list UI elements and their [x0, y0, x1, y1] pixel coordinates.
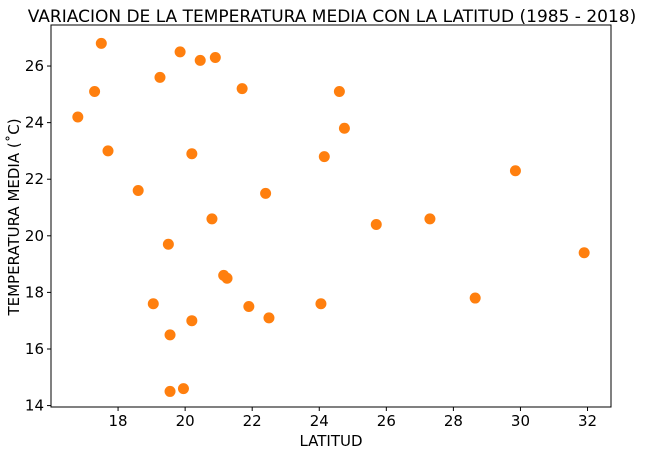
- data-point: [102, 145, 114, 157]
- data-point: [260, 187, 272, 199]
- data-point: [315, 298, 327, 310]
- data-point: [318, 151, 330, 163]
- data-point: [424, 213, 436, 225]
- data-point: [177, 383, 189, 395]
- y-tick-label: 24: [25, 114, 44, 132]
- data-point: [164, 329, 176, 341]
- data-point: [132, 185, 144, 197]
- data-point: [194, 54, 206, 66]
- data-point: [164, 385, 176, 397]
- x-tick-label: 20: [176, 412, 195, 430]
- data-point: [243, 301, 255, 313]
- x-tick-label: 18: [109, 412, 128, 430]
- data-point: [72, 111, 84, 123]
- data-point: [209, 52, 221, 64]
- data-point: [186, 315, 198, 327]
- x-tick-label: 28: [444, 412, 463, 430]
- data-point: [333, 85, 345, 97]
- data-point: [578, 247, 590, 259]
- x-axis-label: LATITUD: [299, 432, 362, 450]
- x-tick-label: 22: [243, 412, 262, 430]
- data-point: [469, 292, 481, 304]
- data-point: [509, 165, 521, 177]
- chart-title: VARIACION DE LA TEMPERATURA MEDIA CON LA…: [28, 7, 636, 27]
- data-point: [95, 37, 107, 49]
- data-point: [89, 85, 101, 97]
- data-point: [263, 312, 275, 324]
- data-point: [221, 272, 233, 284]
- x-tick-label: 32: [578, 412, 597, 430]
- y-tick-label: 22: [25, 170, 44, 188]
- data-point: [147, 298, 159, 310]
- y-tick-label: 18: [25, 283, 44, 301]
- y-tick-label: 26: [25, 57, 44, 75]
- x-axis: 18 20 22 24 26 28 30 32: [109, 407, 597, 430]
- y-tick-label: 16: [25, 340, 44, 358]
- data-point: [236, 83, 248, 95]
- data-point: [174, 46, 186, 58]
- data-point: [162, 238, 174, 250]
- x-tick-label: 30: [511, 412, 530, 430]
- y-tick-label: 14: [25, 397, 44, 415]
- scatter-points: [72, 37, 590, 397]
- plot-area-frame: [50, 24, 612, 408]
- y-axis-label: TEMPERATURA MEDIA (˚C): [5, 118, 23, 316]
- y-tick-label: 20: [25, 227, 44, 245]
- data-point: [154, 71, 166, 83]
- data-point: [186, 148, 198, 160]
- data-point: [370, 218, 382, 230]
- x-tick-label: 24: [310, 412, 329, 430]
- y-axis: 14 16 18 20 22 24 26: [25, 57, 51, 415]
- data-point: [338, 122, 350, 134]
- data-point: [206, 213, 218, 225]
- x-tick-label: 26: [377, 412, 396, 430]
